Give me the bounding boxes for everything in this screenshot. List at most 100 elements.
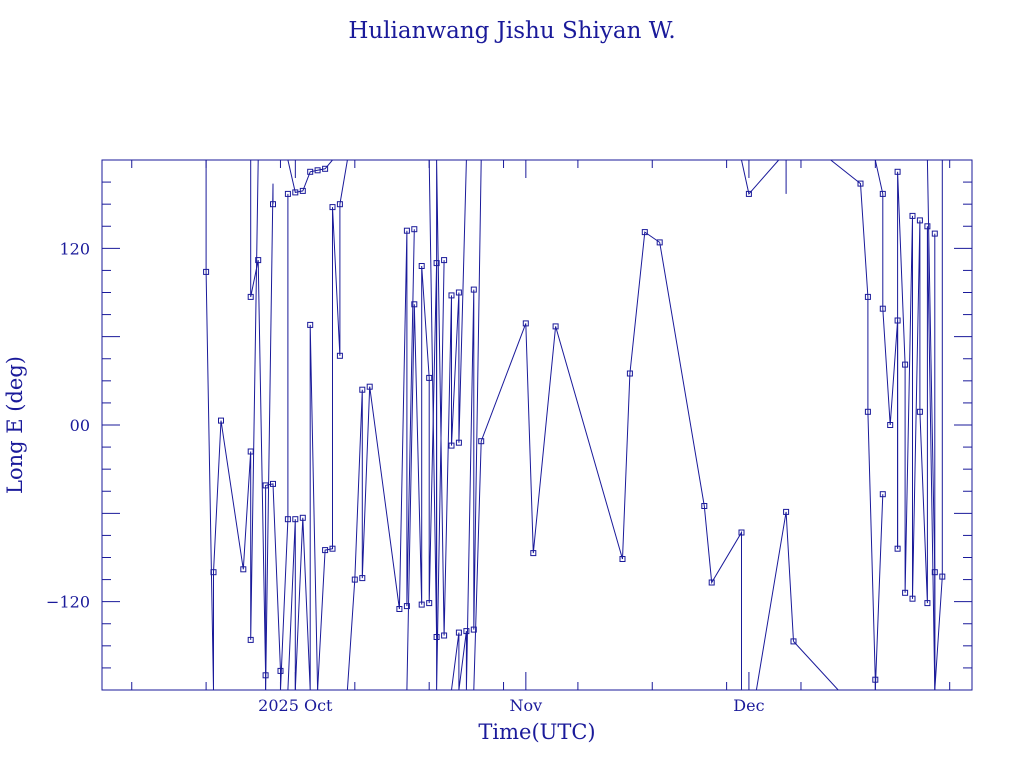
data-point — [255, 257, 262, 264]
data-point — [522, 320, 529, 327]
series-line — [287, 324, 319, 690]
series-line — [659, 242, 742, 690]
data-point — [411, 301, 418, 308]
data-point — [931, 230, 938, 237]
data-point — [455, 289, 462, 296]
data-point — [299, 187, 306, 194]
series-line — [830, 160, 884, 690]
data-point — [478, 438, 485, 445]
data-point — [552, 323, 559, 330]
data-point — [247, 293, 254, 300]
data-point — [418, 263, 425, 269]
data-point — [864, 293, 871, 300]
data-point — [470, 626, 477, 633]
data-point — [879, 491, 886, 498]
data-point — [463, 628, 470, 635]
data-point — [203, 268, 210, 275]
series-line — [205, 160, 259, 690]
data-point — [441, 632, 448, 639]
data-point — [426, 600, 433, 607]
data-point — [247, 636, 254, 643]
data-point — [351, 576, 358, 583]
data-point — [448, 442, 455, 449]
series-line — [317, 160, 348, 690]
data-point — [879, 305, 886, 312]
x-tick-label: 2025 Oct — [258, 696, 333, 715]
x-tick-label: Nov — [510, 696, 543, 715]
data-point — [879, 190, 886, 197]
data-point — [307, 168, 314, 175]
data-point — [626, 370, 633, 377]
data-point — [433, 634, 440, 640]
data-point — [322, 547, 329, 554]
data-point — [924, 223, 931, 230]
data-point — [939, 573, 946, 580]
data-point — [455, 629, 462, 636]
data-point — [396, 606, 403, 612]
data-point — [426, 374, 433, 381]
series-line — [369, 229, 415, 610]
data-point — [909, 212, 916, 219]
data-point — [277, 667, 284, 674]
series-line — [793, 641, 839, 690]
data-point — [299, 514, 306, 521]
data-point — [701, 503, 708, 509]
data-point — [916, 217, 923, 224]
data-point — [641, 229, 648, 236]
data-point — [448, 292, 455, 299]
data-point — [307, 321, 314, 328]
chart-title: Hulianwang Jishu Shiyan W. — [348, 18, 675, 44]
data-point — [359, 386, 366, 393]
data-point — [455, 439, 462, 446]
data-point — [359, 575, 366, 582]
data-point — [411, 226, 418, 233]
series-line — [287, 160, 333, 193]
data-point — [336, 352, 343, 359]
data-point — [329, 545, 336, 552]
series-line — [912, 220, 936, 690]
data-point — [924, 600, 931, 607]
y-tick-label: 00 — [70, 416, 90, 435]
data-point — [418, 601, 425, 608]
series-line — [473, 323, 557, 690]
data-point — [857, 180, 864, 187]
series-line — [741, 160, 787, 195]
data-point — [292, 516, 299, 523]
series-line — [755, 511, 794, 690]
series-line — [926, 160, 943, 690]
data-point — [270, 201, 276, 208]
tick-marks — [102, 159, 972, 691]
data-point — [336, 201, 343, 208]
x-axis-label: Time(UTC) — [478, 720, 595, 744]
data-point — [783, 508, 790, 515]
series-line — [428, 160, 467, 638]
y-tick-label: 120 — [59, 239, 90, 258]
data-point — [403, 603, 410, 610]
data-point — [329, 204, 336, 211]
data-point — [470, 286, 477, 293]
series-line — [897, 171, 913, 599]
data-point — [894, 168, 901, 175]
data-point — [708, 579, 715, 586]
y-axis-label: Long E (deg) — [3, 356, 27, 494]
data-point — [790, 638, 797, 645]
series-group — [203, 160, 946, 690]
data-point — [292, 189, 299, 196]
data-point — [210, 569, 217, 576]
series-line — [874, 160, 899, 549]
data-point — [284, 190, 291, 197]
data-point — [314, 167, 321, 174]
series-line — [555, 231, 660, 560]
data-point — [322, 165, 329, 172]
data-point — [902, 589, 909, 596]
data-point — [403, 227, 410, 234]
data-point — [902, 361, 909, 368]
data-point — [284, 516, 291, 523]
series-line — [346, 386, 371, 690]
plot-frame — [101, 159, 973, 691]
data-point — [262, 482, 269, 489]
data-point — [916, 408, 923, 415]
data-point — [931, 569, 938, 576]
data-point — [619, 556, 626, 562]
